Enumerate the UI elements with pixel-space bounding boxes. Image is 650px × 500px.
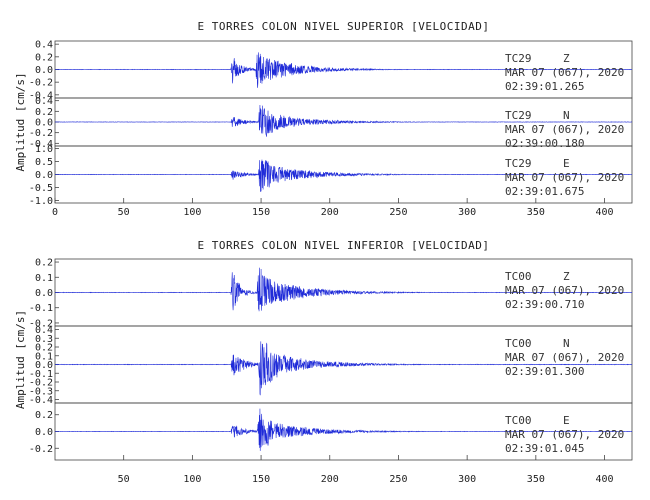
y-tick-label: 0.2 — [35, 52, 53, 63]
y-tick-label: -0.2 — [29, 128, 53, 139]
y-tick-label: -0.5 — [29, 183, 53, 194]
x-tick-label: 50 — [118, 474, 130, 485]
y-tick-label: 1.0 — [35, 144, 53, 155]
time-label: 02:39:01.045 — [505, 442, 584, 455]
y-tick-label: -1.0 — [29, 196, 53, 207]
station-label: TC00 — [505, 337, 532, 350]
y-tick-label: 0.2 — [35, 258, 53, 269]
y-tick-label: -0.2 — [29, 318, 53, 329]
y-tick-label: -0.3 — [29, 386, 53, 397]
y-tick-label: -0.4 — [29, 395, 53, 406]
station-label: TC00 — [505, 270, 532, 283]
waveform-tc29-e — [54, 159, 633, 192]
x-tick-label: 350 — [527, 207, 545, 218]
y-tick-label: 0.2 — [35, 107, 53, 118]
component-label: Z — [563, 270, 570, 283]
time-label: 02:39:01.265 — [505, 80, 584, 93]
y-tick-label: 0.1 — [35, 273, 53, 284]
x-tick-label: 250 — [389, 474, 407, 485]
date-label: MAR 07 (067), 2020 — [505, 66, 624, 79]
y-tick-label: 0.0 — [35, 360, 53, 371]
component-label: Z — [563, 52, 570, 65]
y-tick-label: -0.1 — [29, 369, 53, 380]
y-tick-label: 0.4 — [35, 325, 53, 336]
x-tick-label: 200 — [321, 474, 339, 485]
y-tick-label: -0.2 — [29, 444, 53, 455]
date-label: MAR 07 (067), 2020 — [505, 284, 624, 297]
y-tick-label: 0.0 — [35, 427, 53, 438]
x-tick-label: 250 — [389, 207, 407, 218]
y-tick-label: 0.2 — [35, 410, 53, 421]
time-label: 02:39:00.710 — [505, 298, 584, 311]
component-label: N — [563, 109, 570, 122]
x-tick-label: 150 — [252, 474, 270, 485]
y-axis-label: Amplitud [cm/s] — [14, 310, 27, 409]
date-label: MAR 07 (067), 2020 — [505, 428, 624, 441]
x-tick-label: 400 — [595, 474, 613, 485]
y-tick-label: 0.1 — [35, 351, 53, 362]
station-label: TC29 — [505, 157, 532, 170]
x-tick-label: 100 — [183, 474, 201, 485]
x-tick-label: 150 — [252, 207, 270, 218]
panel-tc00-n: 0.40.30.20.10.0-0.1-0.2-0.3-0.4 TC00 NMAR … — [29, 325, 633, 406]
x-tick-label: 50 — [118, 207, 130, 218]
date-label: MAR 07 (067), 2020 — [505, 351, 624, 364]
y-tick-label: 0.0 — [35, 288, 53, 299]
y-tick-label: -0.4 — [29, 139, 53, 150]
x-tick-label: 400 — [595, 207, 613, 218]
component-label: E — [563, 157, 570, 170]
station-label: TC29 — [505, 109, 532, 122]
y-tick-label: -0.2 — [29, 78, 53, 89]
y-tick-label: -0.1 — [29, 303, 53, 314]
y-tick-label: 0.0 — [35, 65, 53, 76]
x-tick-label: 300 — [458, 474, 476, 485]
y-axis-label: Amplitud [cm/s] — [14, 72, 27, 171]
y-tick-label: -0.2 — [29, 378, 53, 389]
component-label: E — [563, 414, 570, 427]
time-label: 02:39:01.675 — [505, 185, 584, 198]
y-tick-label: 0.0 — [35, 170, 53, 181]
x-tick-label: 100 — [183, 207, 201, 218]
time-label: 02:39:01.300 — [505, 365, 584, 378]
y-tick-label: 0.2 — [35, 343, 53, 354]
y-tick-label: 0.4 — [35, 40, 53, 51]
x-tick-label: 350 — [527, 474, 545, 485]
date-label: MAR 07 (067), 2020 — [505, 171, 624, 184]
chart-nivel-inferior: E TORRES COLON NIVEL INFERIOR [VELOCIDAD… — [14, 239, 633, 485]
y-tick-label: 0.5 — [35, 157, 53, 168]
waveform-tc00-z — [54, 267, 633, 312]
y-tick-label: -0.4 — [29, 90, 53, 101]
x-tick-label: 0 — [52, 207, 58, 218]
waveform-tc00-n — [54, 341, 633, 396]
y-tick-label: 0.4 — [35, 96, 53, 107]
station-label: TC00 — [505, 414, 532, 427]
y-tick-label: 0.0 — [35, 118, 53, 129]
time-label: 02:39:00.180 — [505, 137, 584, 150]
waveform-tc00-e — [54, 408, 633, 451]
chart-nivel-superior: E TORRES COLON NIVEL SUPERIOR [VELOCIDAD… — [14, 20, 633, 218]
x-tick-label: 300 — [458, 207, 476, 218]
station-label: TC29 — [505, 52, 532, 65]
date-label: MAR 07 (067), 2020 — [505, 123, 624, 136]
y-tick-label: 0.3 — [35, 334, 53, 345]
chart-title: E TORRES COLON NIVEL SUPERIOR [VELOCIDAD… — [197, 20, 489, 33]
x-tick-label: 200 — [321, 207, 339, 218]
chart-title: E TORRES COLON NIVEL INFERIOR [VELOCIDAD… — [197, 239, 489, 252]
waveform-tc29-z — [54, 52, 633, 88]
component-label: N — [563, 337, 570, 350]
waveform-tc29-n — [54, 104, 633, 137]
